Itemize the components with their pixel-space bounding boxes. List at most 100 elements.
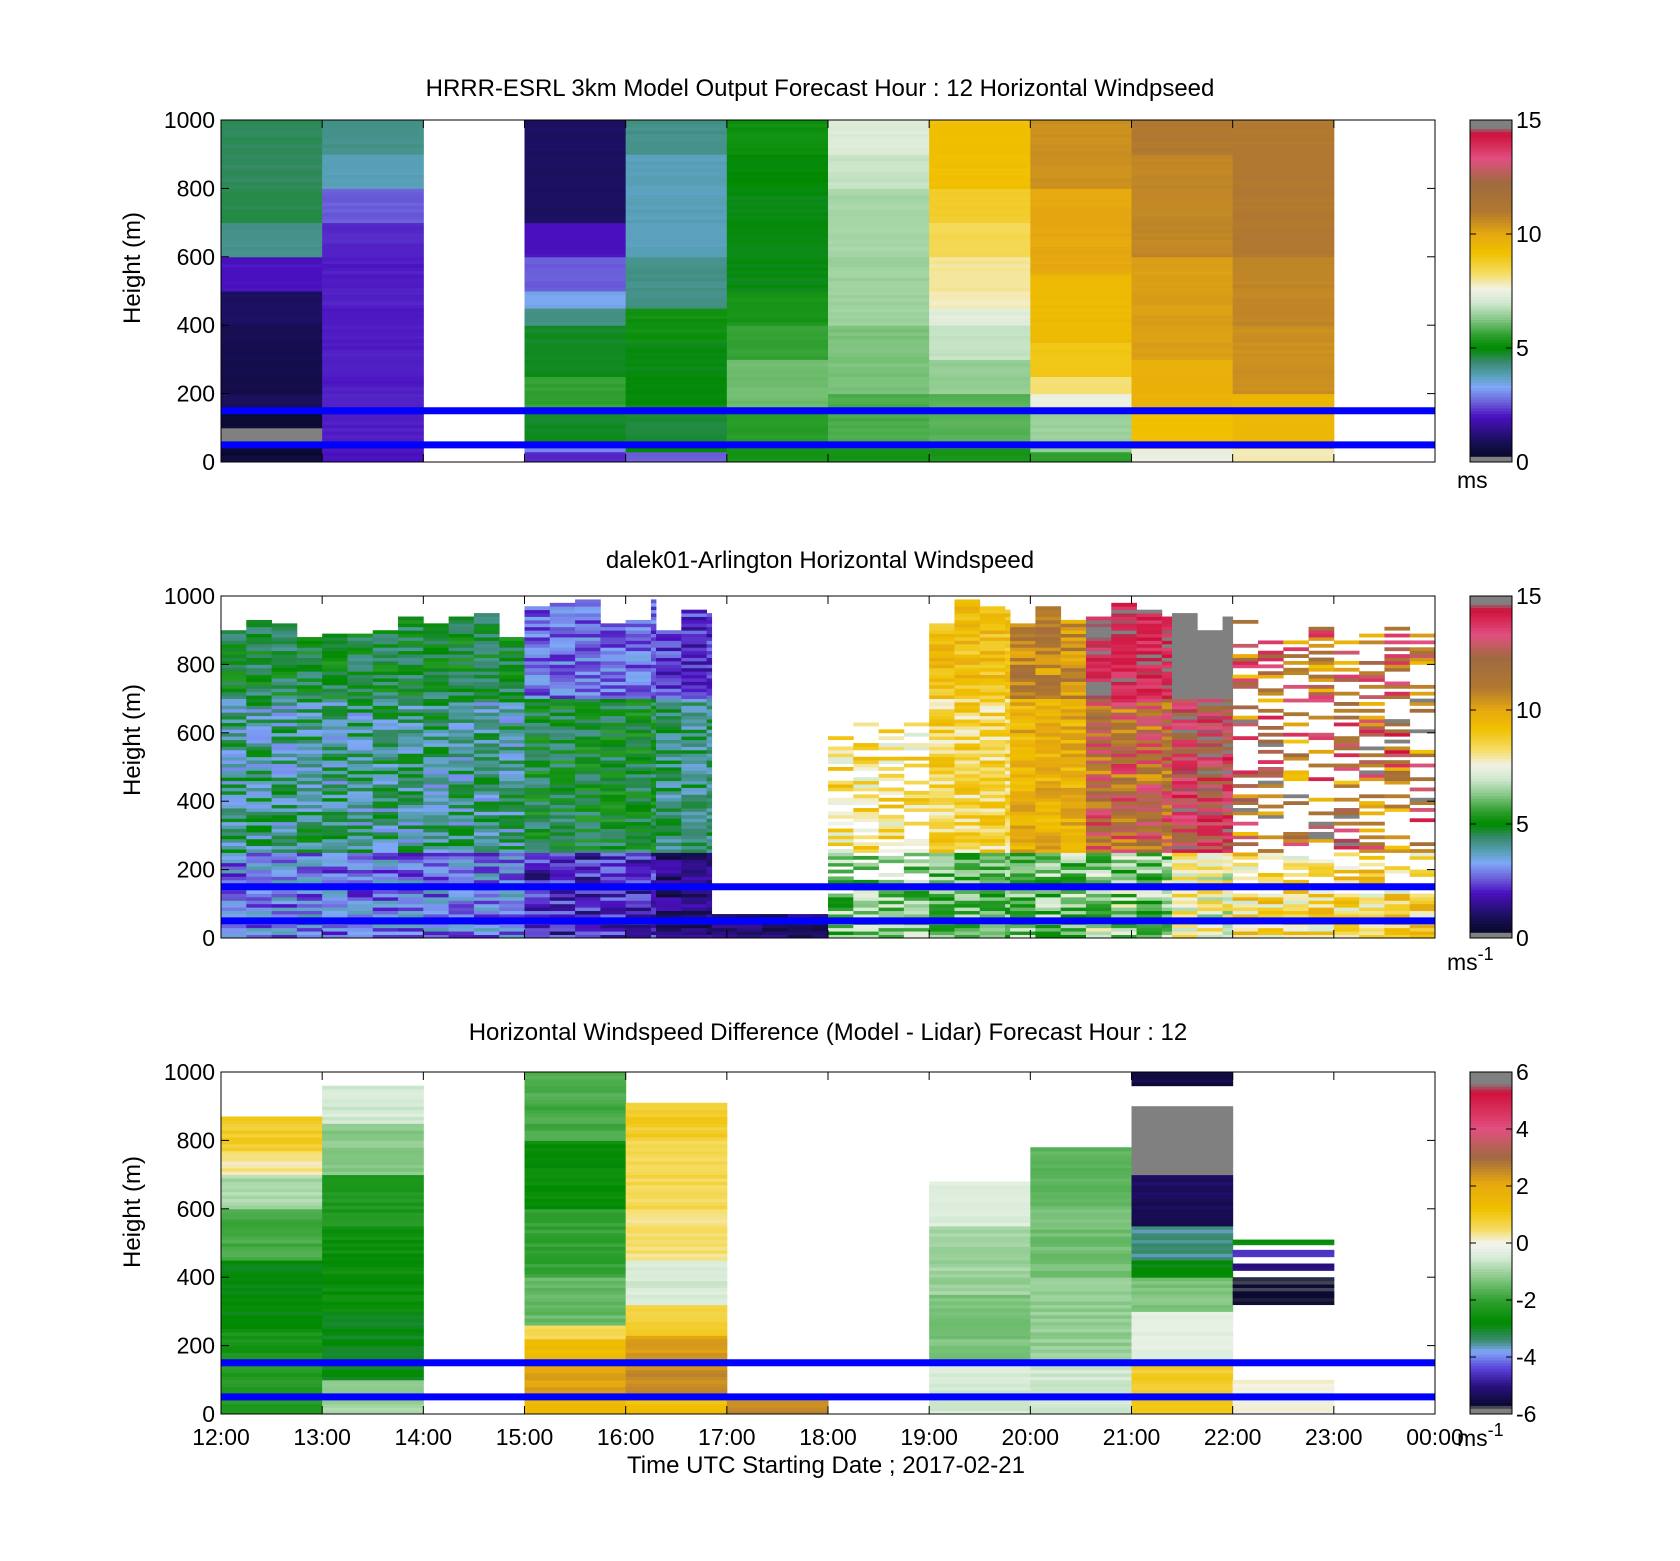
heatmap-cell	[600, 907, 627, 912]
heatmap-cell	[524, 725, 551, 730]
heatmap-cell	[1232, 263, 1335, 268]
heatmap-cell	[296, 879, 323, 884]
heatmap-cell	[398, 842, 424, 847]
heatmap-cell	[1257, 893, 1284, 898]
heatmap-cell	[1060, 879, 1087, 884]
heatmap-cell	[625, 667, 652, 672]
heatmap-cell	[322, 845, 348, 850]
heatmap-cell	[1197, 650, 1223, 655]
heatmap-cell	[1333, 893, 1360, 898]
heatmap-cell	[296, 859, 323, 864]
y-axis-label: Height (m)	[119, 212, 146, 324]
heatmap-cell	[828, 376, 930, 381]
heatmap-cell	[1005, 907, 1011, 912]
heatmap-cell	[549, 647, 576, 652]
heatmap-cell	[726, 325, 829, 330]
heatmap-cell	[1010, 623, 1036, 628]
heatmap-cell	[1010, 849, 1036, 853]
heatmap-cell	[1171, 756, 1198, 761]
heatmap-cell	[1197, 671, 1223, 676]
heatmap-cell	[524, 821, 551, 826]
heatmap-cell	[1161, 698, 1173, 703]
heatmap-cell	[448, 927, 475, 932]
heatmap-cell	[1035, 623, 1062, 628]
heatmap-cell	[246, 818, 272, 823]
heatmap-cell	[1232, 157, 1335, 162]
heatmap-cell	[828, 760, 854, 764]
heatmap-cell	[726, 369, 829, 374]
heatmap-cell	[1035, 633, 1062, 638]
heatmap-cell	[726, 332, 829, 336]
heatmap-cell	[524, 246, 627, 251]
heatmap-cell	[1085, 654, 1112, 658]
heatmap-cell	[372, 695, 399, 699]
heatmap-cell	[524, 838, 551, 843]
heatmap-cell	[1232, 773, 1259, 778]
heatmap-cell	[878, 835, 905, 840]
heatmap-cell	[549, 606, 576, 611]
heatmap-cell	[1161, 756, 1173, 761]
heatmap-cell	[398, 732, 424, 737]
heatmap-cell	[221, 794, 247, 799]
heatmap-cell	[1308, 903, 1335, 908]
heatmap-cell	[575, 838, 601, 843]
heatmap-cell	[656, 753, 682, 758]
heatmap-cell	[656, 654, 682, 658]
heatmap-cell	[347, 671, 374, 676]
heatmap-cell	[1257, 855, 1284, 860]
heatmap-cell	[929, 695, 955, 699]
heatmap-cell	[853, 866, 879, 870]
heatmap-cell	[1136, 814, 1163, 819]
heatmap-cell	[1111, 613, 1137, 617]
colorbar-segment	[1470, 148, 1512, 152]
heatmap-cell	[929, 243, 1031, 248]
heatmap-cell	[271, 760, 298, 764]
colorbar-segment	[1470, 410, 1512, 415]
heatmap-cell	[296, 743, 323, 747]
heatmap-cell	[1005, 804, 1011, 809]
heatmap-cell	[878, 790, 905, 795]
heatmap-cell	[1161, 811, 1173, 816]
heatmap-cell	[1111, 657, 1137, 662]
heatmap-cell	[650, 719, 657, 723]
colorbar-segment	[1470, 288, 1512, 292]
heatmap-cell	[221, 301, 323, 306]
heatmap-cell	[1232, 202, 1335, 206]
heatmap-cell	[979, 818, 1006, 823]
heatmap-cell	[600, 814, 627, 819]
heatmap-cell	[347, 767, 374, 771]
heatmap-cell	[1085, 896, 1112, 901]
heatmap-cell	[625, 684, 652, 689]
heatmap-cell	[296, 667, 323, 672]
heatmap-cell	[1085, 859, 1112, 864]
heatmap-cell	[1035, 814, 1062, 819]
heatmap-cell	[1171, 842, 1198, 847]
heatmap-cell	[1136, 873, 1163, 877]
heatmap-cell	[524, 900, 551, 905]
heatmap-cell	[322, 927, 348, 932]
heatmap-cell	[575, 828, 601, 833]
heatmap-cell	[1060, 660, 1087, 665]
heatmap-cell	[1111, 903, 1137, 908]
heatmap-cell	[625, 314, 728, 319]
heatmap-cell	[1197, 743, 1223, 747]
heatmap-cell	[1308, 821, 1335, 826]
heatmap-cell	[706, 719, 713, 723]
heatmap-cell	[1308, 630, 1335, 635]
heatmap-cell	[1232, 226, 1335, 230]
heatmap-cell	[1161, 808, 1173, 812]
heatmap-cell	[473, 859, 500, 864]
heatmap-cell	[1384, 849, 1411, 853]
heatmap-cell	[423, 896, 450, 901]
colorbar-segment	[1470, 419, 1512, 423]
heatmap-cell	[1111, 743, 1137, 747]
heatmap-cell	[1197, 756, 1223, 761]
heatmap-cell	[448, 684, 475, 689]
heatmap-cell	[246, 763, 272, 768]
heatmap-cell	[246, 811, 272, 816]
heatmap-cell	[1222, 777, 1234, 782]
heatmap-cell	[1030, 202, 1132, 206]
heatmap-cell	[1010, 855, 1036, 860]
heatmap-cell	[706, 835, 713, 840]
heatmap-cell	[1136, 743, 1163, 747]
